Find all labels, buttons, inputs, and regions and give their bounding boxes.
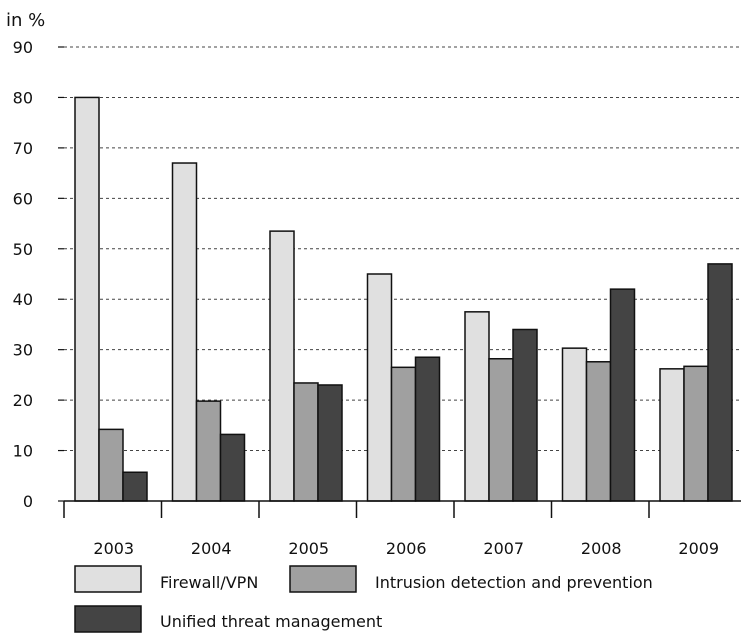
x-axis-ticks: 2003 2004 2005 2006 2007 2008 2009 xyxy=(63,501,719,558)
y-tick-label: 40 xyxy=(13,290,33,309)
y-tick-label: 10 xyxy=(13,442,33,461)
x-tick-label: 2004 xyxy=(191,539,232,558)
y-axis-unit-label: in % xyxy=(6,10,45,31)
bar-2005-series-3 xyxy=(317,384,343,502)
x-tick-label: 2006 xyxy=(386,539,427,558)
legend-label-3: Unified threat management xyxy=(160,612,382,631)
x-tick-label: 2009 xyxy=(678,539,719,558)
bar-2004-series-2 xyxy=(195,400,222,502)
y-tick-label: 70 xyxy=(13,139,33,158)
bar-2004-series-1 xyxy=(171,162,198,502)
x-tick-label: 2003 xyxy=(93,539,134,558)
x-tick-label: 2007 xyxy=(483,539,524,558)
bar-2006-series-2 xyxy=(390,366,417,502)
y-tick-label: 90 xyxy=(13,38,33,57)
bar-2003-series-3 xyxy=(122,471,148,502)
bar-2003-series-2 xyxy=(98,428,124,502)
bar-2008-series-2 xyxy=(585,361,612,502)
bar-2005-series-2 xyxy=(293,382,319,502)
y-tick-label: 20 xyxy=(13,391,33,410)
bar-2003-series-1 xyxy=(74,96,100,502)
x-tick-label: 2005 xyxy=(288,539,329,558)
bar-2005-series-1 xyxy=(269,230,295,502)
legend: Firewall/VPN Intrusion detection and prev… xyxy=(74,565,653,633)
bar-2007-series-2 xyxy=(488,357,514,502)
y-tick-label: 0 xyxy=(23,492,33,511)
x-tick-label: 2008 xyxy=(581,539,622,558)
legend-label-2: Intrusion detection and prevention xyxy=(375,573,653,592)
legend-swatch-1 xyxy=(74,565,142,593)
bar-2009-series-1 xyxy=(659,368,685,502)
bar-2006-series-1 xyxy=(366,273,393,502)
bars xyxy=(74,96,733,502)
bar-2006-series-3 xyxy=(414,356,441,502)
bar-2008-series-1 xyxy=(561,347,588,502)
bar-2009-series-3 xyxy=(707,263,733,502)
y-tick-label: 60 xyxy=(13,189,33,208)
bar-2007-series-1 xyxy=(464,311,490,502)
y-tick-label: 30 xyxy=(13,341,33,360)
legend-swatch-2 xyxy=(289,565,357,593)
bar-2009-series-2 xyxy=(683,365,709,502)
legend-swatch-3 xyxy=(74,605,142,633)
bar-2007-series-3 xyxy=(512,328,538,502)
bar-2008-series-3 xyxy=(609,288,636,502)
y-tick-label: 80 xyxy=(13,88,33,107)
y-tick-label: 50 xyxy=(13,240,33,259)
legend-label-1: Firewall/VPN xyxy=(160,573,258,592)
bar-2004-series-3 xyxy=(219,433,246,502)
y-axis-ticks: 0 10 20 30 40 50 60 70 80 90 xyxy=(13,38,64,511)
